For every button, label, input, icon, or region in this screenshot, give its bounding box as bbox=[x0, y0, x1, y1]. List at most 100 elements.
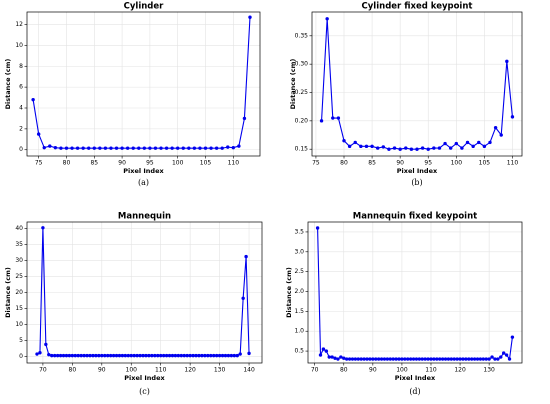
point bbox=[52, 353, 57, 358]
y-tick-label: 10 bbox=[15, 321, 23, 328]
x-tick-label: 70 bbox=[39, 367, 47, 374]
point bbox=[35, 352, 39, 356]
point bbox=[97, 353, 101, 358]
point bbox=[132, 353, 136, 358]
point bbox=[359, 144, 363, 149]
x-tick-label: 120 bbox=[454, 367, 466, 374]
y-tick-label: 0.15 bbox=[295, 146, 309, 153]
y-tick-label: 2.0 bbox=[294, 288, 304, 295]
point bbox=[47, 352, 51, 357]
x-tick-label: 100 bbox=[172, 160, 184, 167]
x-tick-label: 80 bbox=[340, 367, 348, 374]
point bbox=[443, 141, 447, 146]
point bbox=[226, 145, 230, 149]
point bbox=[484, 357, 488, 361]
x-tick-label: 90 bbox=[118, 160, 126, 167]
point bbox=[501, 351, 506, 355]
point bbox=[408, 357, 413, 361]
y-tick-label: 15 bbox=[15, 305, 23, 312]
point bbox=[144, 353, 148, 358]
point bbox=[493, 357, 497, 361]
point bbox=[53, 145, 58, 150]
y-axis-label: Distance (cm) bbox=[4, 59, 12, 110]
point bbox=[147, 353, 151, 358]
chart: 70 80 90 100 110 120 130 140 0 5 10 15 20 25 30 35 40 Man… bbox=[4, 212, 263, 396]
point bbox=[150, 353, 154, 358]
point bbox=[209, 146, 213, 150]
y-axis-label: Distance (cm) bbox=[285, 267, 293, 318]
point bbox=[135, 353, 139, 358]
point bbox=[126, 353, 131, 358]
x-tick-label: 80 bbox=[63, 160, 71, 167]
chart: 75 80 85 90 95 100 105 110 0.15 0.20 0.25 0.30 0.35 C… bbox=[289, 2, 523, 187]
point bbox=[179, 353, 184, 358]
point bbox=[38, 351, 42, 355]
point bbox=[153, 146, 158, 150]
point bbox=[387, 147, 391, 151]
point bbox=[478, 357, 483, 361]
point bbox=[510, 335, 515, 339]
x-tick-label: 90 bbox=[98, 367, 106, 374]
point bbox=[481, 357, 486, 361]
point bbox=[499, 355, 503, 359]
point bbox=[475, 357, 480, 361]
point bbox=[325, 17, 329, 21]
point bbox=[247, 351, 251, 356]
point bbox=[164, 353, 169, 358]
point bbox=[394, 357, 398, 361]
point bbox=[374, 357, 378, 361]
point bbox=[159, 146, 163, 150]
point bbox=[347, 144, 352, 149]
point bbox=[370, 144, 374, 149]
y-tick-label: 0.35 bbox=[295, 32, 309, 39]
y-tick-label: 0.25 bbox=[295, 89, 309, 96]
point bbox=[379, 357, 384, 361]
point bbox=[398, 147, 402, 151]
point bbox=[229, 353, 234, 358]
point bbox=[70, 353, 75, 358]
y-tick-label: 6 bbox=[19, 84, 23, 91]
point bbox=[423, 357, 427, 361]
plot-frame bbox=[26, 221, 263, 364]
point bbox=[400, 357, 404, 361]
point bbox=[117, 353, 122, 358]
point bbox=[73, 353, 77, 358]
point bbox=[375, 146, 380, 150]
y-tick-label: 8 bbox=[19, 63, 23, 70]
point bbox=[385, 357, 390, 361]
point bbox=[458, 357, 462, 361]
y-tick-label: 1.0 bbox=[294, 328, 304, 335]
plot-frame bbox=[311, 11, 523, 157]
point bbox=[331, 116, 335, 120]
y-tick-label: 25 bbox=[15, 273, 23, 280]
point bbox=[330, 355, 334, 359]
point bbox=[356, 357, 361, 361]
point bbox=[319, 119, 324, 123]
x-axis-label: Pixel Index bbox=[395, 374, 436, 382]
point bbox=[488, 140, 492, 145]
point bbox=[446, 357, 451, 361]
x-tick-label: 95 bbox=[424, 160, 432, 167]
x-tick-label: 85 bbox=[368, 160, 376, 167]
point bbox=[192, 146, 197, 150]
x-tick-label: 110 bbox=[507, 160, 519, 167]
point bbox=[381, 145, 386, 149]
point bbox=[220, 146, 224, 150]
point bbox=[362, 357, 366, 361]
point bbox=[454, 141, 459, 146]
point bbox=[70, 146, 74, 150]
point bbox=[435, 357, 439, 361]
point bbox=[58, 353, 63, 358]
point bbox=[353, 140, 357, 145]
point bbox=[392, 146, 397, 150]
point bbox=[232, 353, 237, 358]
point bbox=[336, 116, 341, 120]
y-tick-label: 0.30 bbox=[295, 61, 309, 68]
point bbox=[206, 353, 210, 358]
y-tick-label: 3.5 bbox=[294, 228, 304, 235]
x-axis-label: Pixel Index bbox=[123, 167, 164, 175]
y-tick-label: 4 bbox=[19, 105, 23, 112]
point bbox=[197, 353, 201, 358]
caption: (a) bbox=[138, 178, 149, 187]
point bbox=[85, 353, 89, 358]
